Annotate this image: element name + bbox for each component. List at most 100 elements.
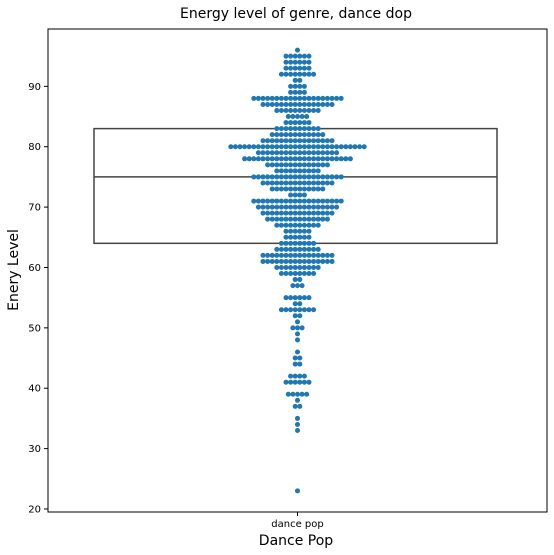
y-tick-label: 80 [28,142,41,153]
data-point [274,138,280,144]
data-point [315,95,321,101]
data-point [269,252,275,258]
data-point [311,156,317,162]
data-point [320,252,326,258]
data-point [297,403,303,409]
data-point [292,174,298,180]
data-point [306,258,312,264]
data-point [288,258,294,264]
data-point [297,156,303,162]
data-point [324,150,330,156]
data-point [288,379,294,385]
data-point [246,156,252,162]
chart-title: Energy level of genre, dance dop [180,6,412,22]
data-point [324,258,330,264]
data-point [311,144,317,150]
data-point [295,397,300,403]
data-point [311,162,317,168]
data-point [292,101,298,107]
data-point [320,216,326,222]
data-point [278,307,284,313]
data-point [292,240,298,246]
data-point [274,108,280,114]
data-point [334,204,340,210]
data-point [334,144,340,150]
data-point [329,180,335,186]
data-point [301,246,307,252]
data-point [288,120,294,126]
data-point [338,95,344,101]
data-point [274,180,280,186]
data-point [278,198,284,204]
y-tick-label: 60 [28,263,41,274]
data-point [288,65,294,71]
data-point [278,71,284,77]
data-point [283,216,289,222]
data-point [306,150,312,156]
data-point [301,180,307,186]
data-point [324,198,330,204]
data-point [288,373,294,379]
data-point [278,132,284,138]
data-point [297,150,303,156]
data-point [297,313,303,319]
data-point [301,186,307,192]
data-point [295,325,300,331]
data-point [306,53,312,59]
data-point [278,180,284,186]
data-point [260,101,266,107]
data-point [288,168,294,174]
data-point [297,210,303,216]
data-point [292,307,298,313]
y-tick-label: 40 [28,384,41,395]
data-point [251,198,257,204]
data-point [361,144,367,150]
data-point [228,144,234,150]
data-point [265,138,271,144]
data-point [283,186,289,192]
data-point [269,150,275,156]
data-point [265,210,271,216]
data-point [292,132,298,138]
data-point [311,71,317,77]
data-point [278,186,284,192]
data-point [295,283,300,289]
data-point [311,180,317,186]
data-point [288,162,294,168]
data-point [283,210,289,216]
data-point [320,150,326,156]
data-point [306,222,312,228]
x-axis: dance pop [271,512,324,530]
data-point [306,59,312,65]
data-point [288,246,294,252]
data-point [290,283,296,289]
data-point [278,240,284,246]
data-point [269,198,275,204]
data-point [278,258,284,264]
swarm-points [228,47,367,494]
data-point [297,59,303,65]
data-point [283,271,289,277]
data-point [265,174,271,180]
data-point [265,162,271,168]
data-point [320,174,326,180]
data-point [306,108,312,114]
data-point [306,295,312,301]
data-point [260,174,266,180]
data-point [357,144,363,150]
data-point [315,126,321,132]
data-point [301,150,307,156]
data-point [306,246,312,252]
data-point [292,192,298,198]
data-point [315,210,321,216]
data-point [288,307,294,313]
data-point [334,174,340,180]
data-point [297,234,303,240]
data-point [288,71,294,77]
plot-area-frame [47,28,548,513]
data-point [278,204,284,210]
data-point [292,403,298,409]
data-point [315,258,321,264]
data-point [311,264,317,270]
data-point [292,373,298,379]
